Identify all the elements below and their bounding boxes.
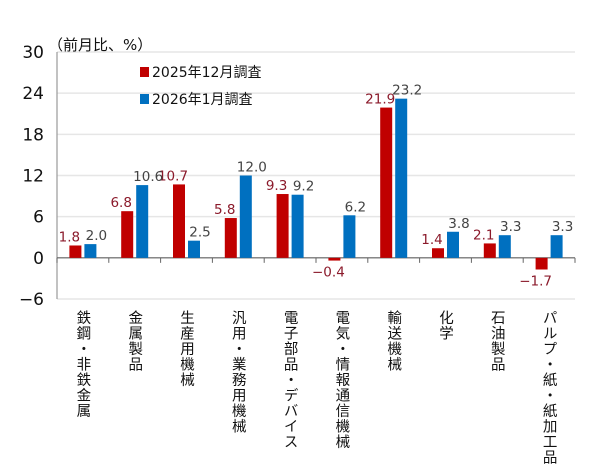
y-tick-label: 24 <box>22 84 44 104</box>
unit-label: （前月比、%） <box>48 36 152 54</box>
y-tick-label: 12 <box>22 167 44 187</box>
bar-dec <box>432 248 444 258</box>
bar-jan <box>550 235 563 258</box>
data-label: 9.3 <box>266 178 287 194</box>
data-label: 1.4 <box>421 232 442 248</box>
x-category-label: 電気・情報通信機械 <box>333 310 350 450</box>
y-tick-label: 0 <box>33 249 44 269</box>
data-label: 2.0 <box>86 228 107 244</box>
x-category-label: 輸送機械 <box>385 310 402 372</box>
bar-dec <box>483 243 496 258</box>
data-label: 2.1 <box>473 227 494 243</box>
data-label: −0.4 <box>312 265 345 281</box>
bar-dec <box>121 211 134 258</box>
bar-jan <box>498 235 511 258</box>
bar-jan <box>447 231 459 258</box>
y-tick-label: 30 <box>22 43 44 63</box>
data-label: 2.5 <box>189 225 210 241</box>
data-label: 21.9 <box>365 92 395 108</box>
data-label: 10.6 <box>133 169 163 185</box>
data-label: 3.3 <box>500 219 521 235</box>
x-category-label: 石油製品 <box>488 310 505 372</box>
bar-dec <box>535 257 548 270</box>
x-category-label: 電子部品・デバイス <box>281 310 298 450</box>
x-category-label: 生産用機械 <box>178 310 194 388</box>
x-category-label: 汎用・業務用機械 <box>229 310 246 434</box>
data-label: 3.8 <box>448 216 469 232</box>
bar-dec <box>224 218 237 258</box>
bar-jan <box>395 98 408 258</box>
bar-jan <box>84 244 97 258</box>
bar-jan <box>343 215 356 258</box>
bar-dec <box>380 107 393 258</box>
data-label: 10.7 <box>158 168 188 184</box>
legend-label: 2026年1月調査 <box>152 92 253 108</box>
x-category-label: 鉄鋼・非鉄金属 <box>74 310 91 419</box>
x-category-label: 化学 <box>437 310 453 341</box>
y-tick-label: 6 <box>33 208 44 228</box>
bar-jan <box>136 185 149 258</box>
legend-swatch <box>140 67 149 77</box>
bar-jan <box>239 175 252 258</box>
data-label: 6.2 <box>345 199 366 215</box>
data-label: 23.2 <box>392 83 422 99</box>
bar-dec <box>328 257 341 261</box>
data-label: 5.8 <box>214 202 235 218</box>
data-label: −1.7 <box>519 273 552 289</box>
bar-jan <box>291 194 304 258</box>
y-tick-label: 18 <box>22 125 44 145</box>
legend-label: 2025年12月調査 <box>152 65 261 81</box>
x-category-label: パルプ・紙・紙加工品 <box>540 310 557 465</box>
data-label: 9.2 <box>293 179 314 195</box>
data-label: 3.3 <box>552 219 573 235</box>
y-tick-label: −6 <box>19 290 44 310</box>
data-label: 6.8 <box>110 195 131 211</box>
bar-dec <box>69 245 82 258</box>
bar-dec <box>173 184 185 258</box>
data-label: 1.8 <box>59 229 80 245</box>
data-label: 12.0 <box>237 160 267 176</box>
bar-dec <box>276 194 289 258</box>
bar-jan <box>188 240 200 258</box>
legend-swatch <box>140 94 149 104</box>
x-category-label: 金属製品 <box>126 310 143 372</box>
